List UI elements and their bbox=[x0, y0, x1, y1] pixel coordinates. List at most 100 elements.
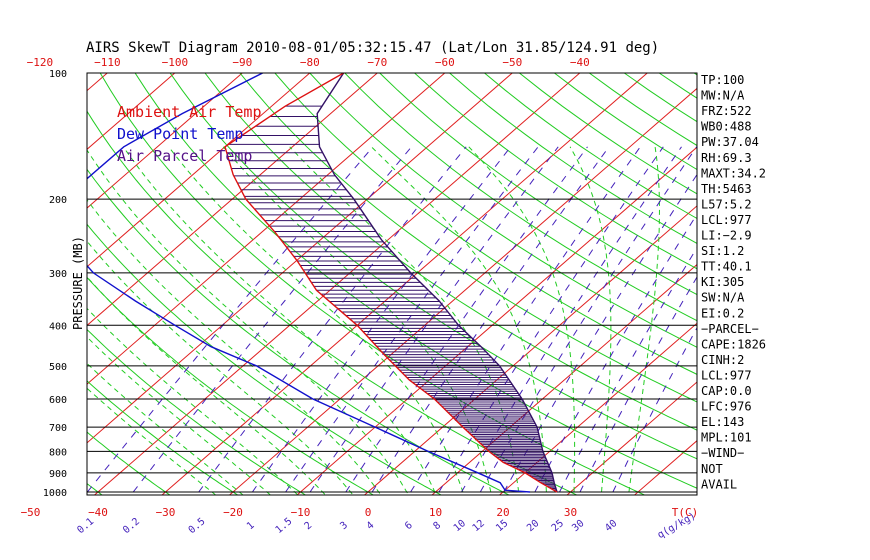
stats-item: SI:1.2 bbox=[701, 244, 744, 258]
temp-unit-label: T(C) bbox=[672, 506, 699, 519]
dry-adiabat-line bbox=[169, 73, 697, 460]
mixing-ratio-line bbox=[410, 146, 641, 493]
stats-item: TP:100 bbox=[701, 73, 744, 87]
chart-title: AIRS SkewT Diagram 2010-08-01/05:32:15.4… bbox=[86, 40, 659, 56]
isotherm-line bbox=[228, 87, 697, 495]
mixing-ratio-line bbox=[461, 146, 682, 493]
pressure-tick-label: 700 bbox=[49, 423, 67, 434]
dry-adiabat-line bbox=[274, 73, 697, 375]
mixing-ratio-label: 0.2 bbox=[121, 516, 142, 536]
mixing-ratio-line bbox=[559, 246, 697, 493]
dry-adiabat-line bbox=[309, 73, 697, 348]
mixing-ratio-label: 3 bbox=[338, 520, 350, 532]
isotherm-line bbox=[87, 73, 379, 327]
isotherm-line bbox=[87, 73, 446, 385]
stats-item: KI:305 bbox=[701, 275, 744, 289]
dry-adiabat-line bbox=[448, 73, 697, 245]
dry-adiabat-line bbox=[413, 73, 697, 270]
mixing-ratio-label: 1 bbox=[245, 520, 257, 532]
mixing-ratio-line bbox=[285, 146, 539, 493]
stats-item: WB0:488 bbox=[701, 120, 752, 134]
isotherm-line bbox=[498, 322, 697, 495]
stats-item: LI:−2.9 bbox=[701, 229, 752, 243]
stats-item: L57:5.2 bbox=[701, 197, 752, 211]
pressure-tick-label: 1000 bbox=[43, 488, 67, 499]
stats-item: AVAIL bbox=[701, 477, 737, 491]
dry-adiabat-line bbox=[344, 73, 697, 322]
isotherm-line bbox=[87, 73, 311, 268]
mixing-ratio-label: 0.5 bbox=[187, 516, 208, 536]
isotherm-line bbox=[363, 205, 697, 495]
isotherm-line bbox=[296, 146, 697, 495]
moist-adiabat-line bbox=[87, 362, 244, 495]
mixing-ratio-line bbox=[534, 213, 697, 493]
dry-adiabat-line bbox=[87, 328, 307, 495]
pressure-tick-label: 600 bbox=[49, 395, 67, 406]
stats-item: LFC:976 bbox=[701, 400, 752, 414]
stats-item: MPL:101 bbox=[701, 431, 752, 445]
stats-item: CAP:0.0 bbox=[701, 384, 752, 398]
mixing-ratio-label: 10 bbox=[452, 518, 468, 534]
mixing-ratio-line bbox=[251, 146, 512, 493]
dry-adiabat-line bbox=[134, 73, 697, 489]
stats-item: LCL:977 bbox=[701, 213, 752, 227]
dry-adiabat-line bbox=[87, 168, 511, 495]
bottom-temp-tick-label: 0 bbox=[365, 506, 372, 519]
mixing-ratio-label: 6 bbox=[403, 520, 415, 532]
y-axis-label: PRESSURE (MB) bbox=[71, 236, 85, 330]
stats-item: EI:0.2 bbox=[701, 306, 744, 320]
top-temp-tick-label: −90 bbox=[232, 56, 252, 69]
isotherm-line bbox=[566, 381, 697, 495]
stats-item: LCL:977 bbox=[701, 368, 752, 382]
isotherm-line bbox=[87, 73, 176, 150]
stats-item: CINH:2 bbox=[701, 353, 744, 367]
moist-adiabat-line bbox=[628, 146, 661, 495]
mixing-ratio-line bbox=[371, 146, 610, 493]
isotherm-line bbox=[93, 73, 581, 495]
isotherm-line bbox=[87, 73, 109, 92]
bottom-temp-tick-label: −50 bbox=[21, 506, 41, 519]
stats-item: TT:40.1 bbox=[701, 260, 752, 274]
parcel-temp-line bbox=[316, 73, 558, 493]
moist-adiabat-line bbox=[87, 199, 382, 495]
top-temp-tick-label: −110 bbox=[94, 56, 121, 69]
dry-adiabat-line bbox=[239, 73, 697, 403]
mixing-ratio-label: 12 bbox=[471, 518, 487, 534]
pressure-tick-label: 100 bbox=[49, 69, 67, 80]
bottom-temp-tick-label: −40 bbox=[88, 506, 108, 519]
mixing-ratio-line bbox=[198, 146, 467, 493]
stats-item: CAPE:1826 bbox=[701, 337, 766, 351]
dry-adiabat-line bbox=[87, 380, 239, 495]
stats-item: −PARCEL− bbox=[701, 322, 759, 336]
pressure-tick-label: 200 bbox=[49, 195, 67, 206]
mixing-ratio-line bbox=[87, 146, 374, 493]
isotherm-line bbox=[161, 73, 649, 495]
stats-item: MW:N/A bbox=[701, 89, 745, 103]
stats-item: SW:N/A bbox=[701, 291, 745, 305]
legend-entry: Dew Point Temp bbox=[117, 125, 243, 143]
bottom-temp-tick-label: 20 bbox=[496, 506, 509, 519]
mixing-ratio-line bbox=[612, 326, 697, 493]
pressure-tick-label: 400 bbox=[49, 321, 67, 332]
legend-entry: Air Parcel Temp bbox=[117, 147, 252, 165]
stats-item: EL:143 bbox=[701, 415, 744, 429]
stats-item: TH:5463 bbox=[701, 182, 752, 196]
moist-adiabat-line bbox=[87, 387, 217, 495]
stats-item: NOT bbox=[701, 462, 723, 476]
isotherm-line bbox=[431, 263, 697, 495]
stats-item: RH:69.3 bbox=[701, 151, 752, 165]
mixing-ratio-label: 15 bbox=[494, 518, 510, 534]
mixing-ratio-line bbox=[309, 146, 559, 493]
mixing-ratio-label: 8 bbox=[432, 520, 444, 532]
top-temp-tick-label: −40 bbox=[570, 56, 590, 69]
stats-item: MAXT:34.2 bbox=[701, 166, 766, 180]
bottom-temp-tick-label: −10 bbox=[291, 506, 311, 519]
mixing-ratio-line bbox=[579, 276, 697, 493]
dry-adiabat-line bbox=[87, 431, 171, 495]
stats-item: FRZ:522 bbox=[701, 104, 752, 118]
isotherm-line bbox=[87, 73, 514, 444]
mixing-ratio-label: 4 bbox=[365, 520, 377, 532]
mixing-ratio-line bbox=[132, 146, 412, 493]
ambient-temp-line bbox=[224, 73, 558, 493]
